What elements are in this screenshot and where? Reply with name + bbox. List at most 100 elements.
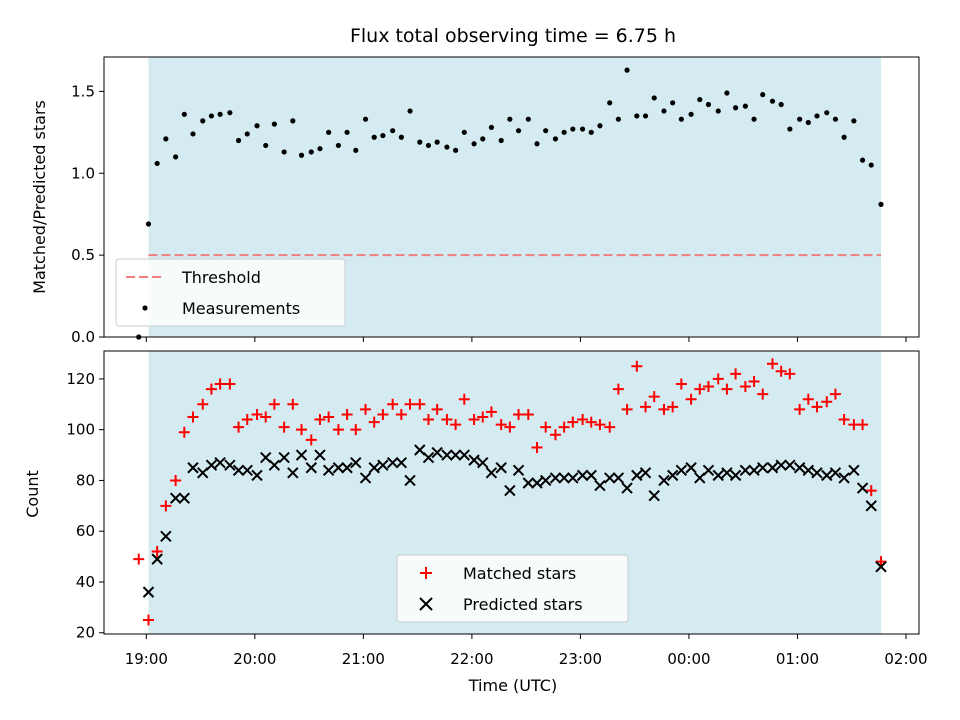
- matched-star-point: [431, 403, 443, 415]
- matched-star-point: [640, 401, 652, 413]
- matched-star-point: [422, 414, 434, 426]
- matched-star-point: [360, 403, 372, 415]
- matched-star-point: [748, 375, 760, 387]
- measurement-point: [859, 157, 866, 163]
- measurement-point: [444, 144, 450, 150]
- predicted-star-point: [666, 469, 679, 482]
- matched-star-point: [821, 396, 833, 408]
- matched-star-point: [323, 411, 335, 423]
- predicted-star-point: [549, 472, 562, 484]
- measurement-point: [778, 101, 784, 108]
- legend-predicted-swatch: [419, 597, 433, 611]
- matched-star-point: [567, 416, 579, 428]
- predicted-star-point: [766, 462, 779, 474]
- measurement-point: [724, 90, 730, 96]
- matched-star-point: [694, 383, 706, 395]
- matched-star-point: [811, 401, 823, 413]
- predicted-star-point: [648, 489, 660, 502]
- predicted-star-point: [712, 469, 724, 482]
- matched-star-point: [585, 416, 597, 428]
- predicted-star-point: [377, 459, 389, 471]
- predicted-stars-points: [142, 444, 887, 598]
- measurement-point: [751, 116, 757, 122]
- matched-star-point: [702, 381, 714, 393]
- matched-star-point: [151, 546, 163, 558]
- measurement-point: [715, 108, 721, 114]
- measurement-point: [515, 128, 522, 134]
- measurement-point: [425, 142, 432, 149]
- matched-star-point: [485, 406, 497, 418]
- matched-star-point: [133, 553, 145, 565]
- measurement-point: [235, 137, 242, 144]
- measurement-point: [651, 95, 657, 101]
- predicted-star-point: [332, 462, 345, 474]
- predicted-star-point: [829, 467, 842, 479]
- predicted-star-point: [675, 464, 688, 476]
- matched-star-point: [241, 414, 253, 426]
- measurement-point: [642, 113, 649, 119]
- matched-star-point: [522, 408, 534, 420]
- predicted-star-point: [458, 449, 471, 461]
- matched-star-point: [187, 411, 199, 423]
- measurement-point: [362, 116, 369, 122]
- measurement-point: [760, 92, 766, 98]
- predicted-star-point: [856, 482, 869, 494]
- top-y-ticks: 0.0 0.5 1.0 1.5: [71, 82, 104, 346]
- matched-star-point: [604, 421, 616, 433]
- matched-star-point: [712, 373, 724, 385]
- predicted-star-point: [702, 464, 715, 476]
- predicted-star-point: [802, 464, 815, 476]
- predicted-star-point: [350, 456, 362, 469]
- matched-star-point: [857, 419, 869, 431]
- matched-star-point: [784, 368, 796, 380]
- measurement-point: [488, 124, 495, 131]
- predicted-star-point: [268, 459, 281, 471]
- measurement-points: [136, 67, 884, 340]
- matched-star-point: [450, 419, 462, 431]
- legend-matched-label: Matched stars: [463, 564, 576, 583]
- matched-star-point: [170, 474, 182, 486]
- measurement-point: [263, 142, 269, 149]
- measurement-point: [824, 110, 830, 116]
- predicted-star-point: [477, 456, 489, 469]
- matched-star-point: [631, 360, 643, 372]
- predicted-star-point: [567, 472, 579, 484]
- x-axis-label: Time (UTC): [468, 676, 557, 695]
- top-y-tick-label: 0.0: [71, 328, 95, 346]
- measurement-point: [254, 123, 260, 129]
- measurement-point: [661, 108, 667, 114]
- predicted-star-point: [404, 474, 416, 487]
- measurement-point: [624, 67, 630, 73]
- measurement-point: [769, 98, 776, 104]
- matched-stars-points: [133, 358, 887, 626]
- measurement-point: [298, 152, 305, 158]
- predicted-star-point: [604, 472, 616, 484]
- bottom-y-tick-label: 120: [66, 370, 95, 388]
- matched-star-point: [504, 421, 516, 433]
- x-tick-label: 01:00: [776, 650, 819, 668]
- matched-star-point: [802, 393, 814, 405]
- measurement-point: [507, 116, 513, 122]
- bottom-y-tick-label: 100: [66, 421, 95, 439]
- measurement-point: [597, 123, 603, 129]
- measurement-point: [697, 96, 703, 103]
- x-tick-label: 00:00: [667, 650, 710, 668]
- matched-star-point: [142, 614, 154, 626]
- measurement-point: [208, 113, 215, 119]
- x-tick-label: 02:00: [884, 650, 927, 668]
- predicted-star-point: [241, 464, 253, 476]
- measurement-point: [868, 162, 874, 168]
- predicted-star-point: [748, 464, 760, 476]
- predicted-star-point: [495, 462, 507, 474]
- matched-star-point: [757, 388, 769, 400]
- matched-star-point: [540, 421, 552, 433]
- matched-star-point: [287, 398, 299, 410]
- matched-star-point: [577, 414, 589, 426]
- predicted-star-point: [287, 467, 299, 479]
- bottom-y-tick-label: 20: [76, 624, 95, 642]
- top-y-tick-label: 1.0: [71, 164, 95, 182]
- matched-star-point: [268, 398, 280, 410]
- matched-star-point: [314, 414, 326, 426]
- matched-star-point: [838, 414, 850, 426]
